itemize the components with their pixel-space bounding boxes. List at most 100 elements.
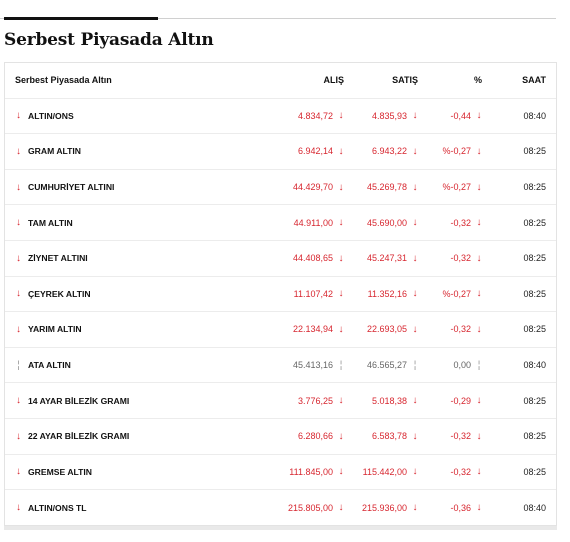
alis-value: 11.107,42: [293, 288, 333, 299]
row-alis: 11.107,42 ↓: [294, 277, 344, 312]
alis-value: 44.911,00: [293, 217, 333, 228]
row-saat: 08:25: [523, 277, 546, 312]
saat-value: 08:40: [523, 110, 546, 121]
table-row[interactable]: ¦ ATA ALTIN 45.413,16 ¦ 46.565,27 ¦ 0,00 ¦ 08:40: [5, 348, 556, 384]
arrow-down-icon: ↓: [338, 252, 344, 264]
table-row[interactable]: ↓ 22 AYAR BİLEZİK GRAMI 6.280,66 ↓ 6.583,78 ↓…: [5, 419, 556, 455]
row-alis: 4.834,72 ↓: [298, 99, 344, 134]
row-name: ↓ ALTIN/ONS TL: [15, 490, 87, 526]
saat-value: 08:25: [523, 431, 546, 442]
row-satis: 6.583,78 ↓: [372, 419, 418, 454]
arrow-down-icon: ↓: [16, 502, 21, 514]
arrow-down-icon: ↓: [412, 466, 418, 478]
satis-value: 6.943,22: [371, 146, 407, 157]
satis-value: 6.583,78: [371, 431, 407, 442]
row-alis: 111.845,00 ↓: [289, 455, 344, 490]
row-pct: %-0,27 ↓: [442, 277, 482, 312]
header-alis: ALIŞ: [323, 75, 344, 86]
header-pct: %: [473, 75, 482, 86]
table-row[interactable]: ↓ ZİYNET ALTINI 44.408,65 ↓ 45.247,31 ↓ -0,32 ↓…: [5, 241, 556, 277]
arrow-down-icon: ↓: [412, 181, 418, 193]
row-alis: 44.911,00 ↓: [294, 205, 344, 240]
row-name-label: ALTIN/ONS: [28, 110, 74, 121]
row-pct: -0,32 ↓: [450, 312, 482, 347]
row-name-label: GREMSE ALTIN: [28, 466, 92, 477]
table-row[interactable]: ↓ ÇEYREK ALTIN 11.107,42 ↓ 11.352,16 ↓ %-0,27 ↓…: [5, 277, 556, 313]
arrow-down-icon: ↓: [16, 323, 21, 335]
pct-value: -0,32: [450, 253, 471, 264]
row-saat: 08:25: [523, 455, 546, 490]
arrow-down-icon: ↓: [412, 145, 418, 157]
row-name-label: CUMHURİYET ALTINI: [28, 182, 115, 193]
table-row[interactable]: ↓ TAM ALTIN 44.911,00 ↓ 45.690,00 ↓ -0,32 ↓ 08:2…: [5, 205, 556, 241]
row-name: ↓ 14 AYAR BİLEZİK GRAMI: [15, 383, 129, 418]
table-row[interactable]: ↓ ALTIN/ONS TL 215.805,00 ↓ 215.936,00 ↓ -0,36…: [5, 490, 556, 526]
row-name: ↓ ALTIN/ONS: [15, 99, 74, 134]
row-name-label: TAM ALTIN: [28, 217, 73, 228]
arrow-down-icon: ↓: [16, 217, 21, 229]
row-name-label: ÇEYREK ALTIN: [28, 288, 91, 299]
row-name: ↓ GREMSE ALTIN: [15, 455, 92, 490]
section-title-underline: [4, 17, 158, 20]
arrow-down-icon: ↓: [412, 323, 418, 335]
arrow-down-icon: ↓: [412, 502, 418, 514]
gold-price-table: Serbest Piyasada Altın ALIŞ SATIŞ % SAAT…: [4, 62, 557, 526]
arrow-down-icon: ↓: [16, 430, 21, 442]
row-saat: 08:25: [523, 383, 546, 418]
row-saat: 08:40: [523, 348, 546, 383]
row-satis: 45.247,31 ↓: [367, 241, 418, 276]
arrow-down-icon: ↓: [476, 252, 482, 264]
arrow-down-icon: ↓: [476, 395, 482, 407]
row-satis: 4.835,93 ↓: [372, 99, 418, 134]
table-row[interactable]: ↓ CUMHURİYET ALTINI 44.429,70 ↓ 45.269,78 ↓ %-…: [5, 170, 556, 206]
arrow-down-icon: ↓: [476, 430, 482, 442]
row-pct: -0,29 ↓: [450, 383, 482, 418]
row-alis: 22.134,94 ↓: [293, 312, 344, 347]
table-row[interactable]: ↓ ALTIN/ONS 4.834,72 ↓ 4.835,93 ↓ -0,44 ↓ 08:40: [5, 99, 556, 135]
row-satis: 22.693,05 ↓: [367, 312, 418, 347]
alis-value: 215.805,00: [287, 502, 333, 513]
satis-value: 45.247,31: [366, 253, 407, 264]
pct-value: -0,44: [450, 110, 471, 121]
arrow-down-icon: ↓: [412, 217, 418, 229]
alis-value: 111.845,00: [289, 466, 333, 477]
table-row[interactable]: ↓ GRAM ALTIN 6.942,14 ↓ 6.943,22 ↓ %-0,27 ↓ 08:2…: [5, 134, 556, 170]
row-name: ↓ YARIM ALTIN: [15, 312, 82, 347]
pct-value: -0,32: [450, 431, 471, 442]
row-pct: 0,00 ¦: [453, 348, 482, 383]
pct-value: -0,32: [450, 466, 471, 477]
satis-value: 11.352,16: [367, 288, 407, 299]
satis-value: 45.269,78: [366, 182, 407, 193]
row-name-label: GRAM ALTIN: [28, 146, 81, 157]
table-row[interactable]: ↓ 14 AYAR BİLEZİK GRAMI 3.776,25 ↓ 5.018,38 ↓…: [5, 383, 556, 419]
row-satis: 46.565,27 ¦: [367, 348, 418, 383]
arrow-down-icon: ↓: [412, 252, 418, 264]
row-saat: 08:25: [523, 170, 546, 205]
arrow-down-icon: ↓: [412, 110, 418, 122]
alis-value: 44.429,70: [292, 182, 333, 193]
pct-value: %-0,27: [442, 288, 471, 299]
saat-value: 08:25: [523, 182, 546, 193]
pct-value: %-0,27: [442, 146, 471, 157]
arrow-down-icon: ↓: [338, 181, 344, 193]
saat-value: 08:25: [523, 324, 546, 335]
row-pct: -0,32 ↓: [450, 455, 482, 490]
arrow-down-icon: ↓: [16, 466, 21, 478]
alis-value: 44.408,65: [292, 253, 333, 264]
row-saat: 08:25: [523, 241, 546, 276]
row-pct: %-0,27 ↓: [442, 134, 482, 169]
satis-value: 5.018,38: [371, 395, 407, 406]
table-row[interactable]: ↓ GREMSE ALTIN 111.845,00 ↓ 115.442,00 ↓ -0,32…: [5, 455, 556, 491]
alis-value: 6.280,66: [297, 431, 333, 442]
pct-value: -0,32: [450, 217, 471, 228]
table-row[interactable]: ↓ YARIM ALTIN 22.134,94 ↓ 22.693,05 ↓ -0,32 ↓ 08…: [5, 312, 556, 348]
row-pct: -0,36 ↓: [450, 490, 482, 526]
dash-icon: ¦: [339, 359, 343, 371]
alis-value: 6.942,14: [297, 146, 333, 157]
row-alis: 44.429,70 ↓: [293, 170, 344, 205]
arrow-down-icon: ↓: [476, 145, 482, 157]
saat-value: 08:25: [523, 146, 546, 157]
card-shadow: [4, 526, 557, 530]
satis-value: 45.690,00: [366, 217, 407, 228]
row-alis: 3.776,25 ↓: [298, 383, 344, 418]
